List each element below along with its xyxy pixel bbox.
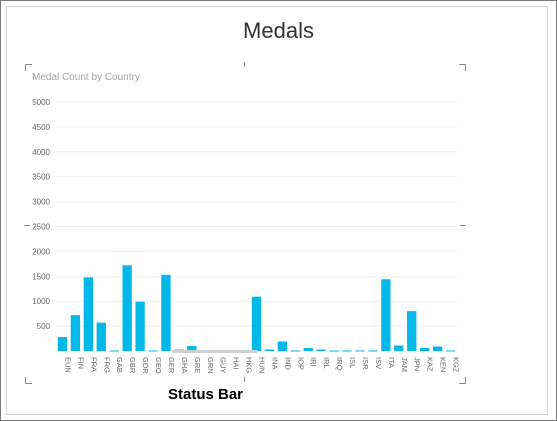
x-tick-label: GBR: [128, 357, 137, 374]
x-tick-label: GAB: [115, 357, 124, 373]
x-tick-label: JAM: [400, 357, 409, 372]
visual-resize-handle-top[interactable]: [244, 62, 245, 67]
x-tick-label: GHA: [180, 357, 189, 373]
bar-irq[interactable]: [329, 350, 339, 352]
x-tick-label: FRA: [89, 357, 98, 372]
status-bar[interactable]: [172, 350, 258, 353]
x-tick-label: FIN: [76, 357, 85, 369]
annotation-arrow-icon: [205, 350, 206, 390]
bar-isv[interactable]: [368, 350, 378, 352]
bar-ken[interactable]: [432, 346, 443, 351]
visual-resize-handle-right[interactable]: [460, 225, 466, 226]
x-tick-label: IRL: [322, 357, 331, 369]
x-tick-label: ITA: [387, 357, 396, 368]
x-tick-label: GER: [167, 357, 176, 374]
bar-isl[interactable]: [342, 350, 352, 352]
bar-eun[interactable]: [57, 337, 68, 351]
bar-kaz[interactable]: [420, 348, 430, 351]
y-tick-label: 2500: [32, 223, 50, 232]
y-tick-label: 1000: [32, 297, 50, 306]
x-tick-label: IRQ: [335, 357, 344, 371]
y-tick-label: 1500: [32, 272, 50, 281]
x-tick-label: ISL: [348, 357, 357, 368]
x-tick-label: KGZ: [452, 357, 461, 373]
bar-irl[interactable]: [316, 349, 326, 351]
x-tick-label: GRN: [206, 357, 215, 374]
bar-gdr[interactable]: [135, 301, 145, 351]
y-tick-label: 5000: [32, 98, 50, 107]
y-tick-label: 3500: [32, 173, 50, 182]
bar-fin[interactable]: [70, 315, 81, 351]
visual-title: Medal Count by Country: [32, 72, 140, 83]
visual-resize-handle-bottom-left[interactable]: [25, 377, 32, 384]
y-tick-label: 4000: [32, 148, 50, 157]
visual-resize-handle-bottom-right[interactable]: [459, 377, 466, 384]
bar-jpn[interactable]: [407, 311, 417, 351]
x-tick-label: ISV: [374, 357, 383, 369]
x-tick-label: KEN: [439, 357, 448, 372]
x-tick-label: HKG: [245, 357, 254, 373]
visual-resize-handle-bottom[interactable]: [244, 377, 245, 382]
x-tick-label: INA: [270, 357, 279, 370]
y-tick-label: 3000: [32, 198, 50, 207]
x-tick-label: IND: [283, 357, 292, 371]
x-tick-label: HAI: [232, 357, 241, 370]
bar-iri[interactable]: [303, 348, 313, 351]
y-tick-label: 500: [37, 322, 51, 331]
bar-fra[interactable]: [83, 277, 93, 351]
x-tick-label: KAZ: [426, 357, 435, 372]
page-title: Medals: [243, 18, 314, 43]
visual-resize-handle-top-left[interactable]: [25, 64, 32, 71]
bar-jam[interactable]: [394, 345, 404, 351]
bar-gbr[interactable]: [122, 265, 132, 351]
bar-frg[interactable]: [96, 322, 106, 351]
x-tick-label: GDR: [141, 357, 150, 374]
bar-geo[interactable]: [148, 350, 158, 352]
x-tick-label: GUY: [219, 357, 228, 373]
visual-resize-handle-left[interactable]: [24, 225, 30, 226]
bar-ina[interactable]: [264, 349, 275, 351]
y-tick-label: 2000: [32, 247, 50, 256]
bar-ger[interactable]: [161, 274, 171, 351]
visual-resize-handle-top-right[interactable]: [459, 64, 466, 71]
x-tick-label: EUN: [63, 357, 72, 373]
y-tick-label: 4500: [32, 123, 50, 132]
x-tick-label: FRG: [102, 357, 111, 373]
x-tick-label: GRE: [193, 357, 202, 373]
bar-gab[interactable]: [109, 350, 119, 352]
x-tick-label: GEO: [154, 357, 163, 374]
report-canvas: [6, 6, 548, 415]
bar-gre[interactable]: [187, 346, 197, 351]
x-tick-label: IOP: [296, 357, 305, 370]
annotation-label: Status Bar: [168, 386, 244, 403]
bar-ind[interactable]: [277, 341, 288, 351]
bar-kgz[interactable]: [445, 350, 456, 352]
x-tick-label: JPN: [413, 357, 422, 371]
x-tick-label: HUN: [258, 357, 267, 373]
bar-hun[interactable]: [251, 296, 262, 351]
x-tick-label: IRI: [309, 357, 318, 367]
bar-ita[interactable]: [381, 279, 391, 351]
bar-isr[interactable]: [355, 350, 365, 352]
x-tick-label: ISR: [361, 357, 370, 370]
bar-iop[interactable]: [290, 350, 300, 352]
